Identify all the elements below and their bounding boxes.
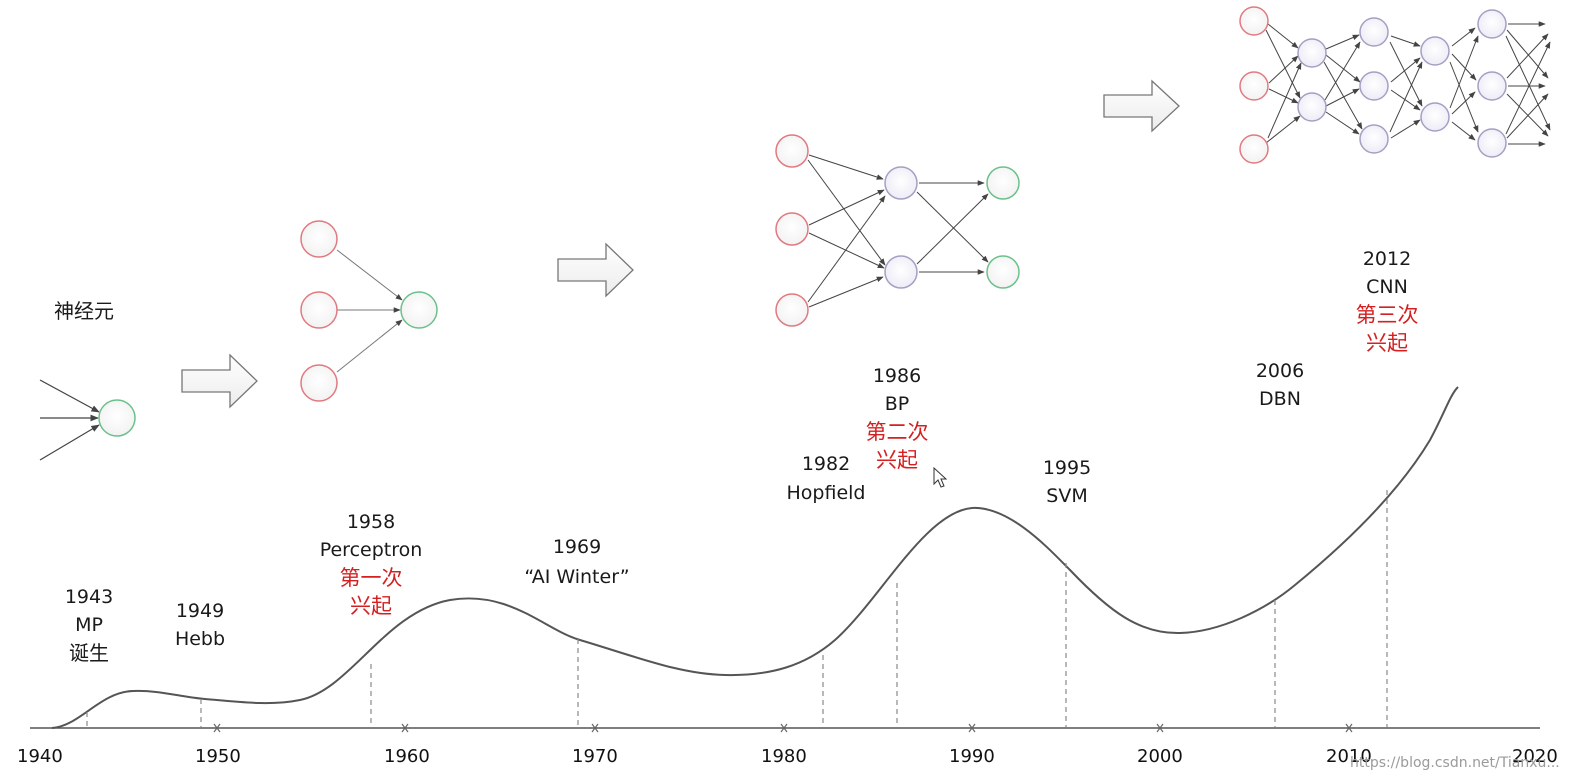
event-1969: 1969 “AI Winter” — [524, 536, 629, 588]
event-2012: 2012 CNN 第三次 兴起 — [1356, 248, 1419, 355]
event-year: 1943 — [65, 586, 113, 608]
perceptron-network — [300, 220, 438, 402]
axis-year-1960: 1960 — [384, 746, 430, 767]
axis-year-1940: 1940 — [17, 746, 63, 767]
event-year: 1958 — [347, 511, 395, 533]
event-name: Perceptron — [320, 539, 423, 561]
event-markers — [86, 490, 1388, 727]
mouse-cursor-icon — [933, 466, 948, 488]
progression-arrow-2 — [557, 242, 634, 298]
event-note-line1: 第二次 — [866, 420, 929, 444]
event-year: 1982 — [802, 453, 850, 475]
progression-arrow-3 — [1103, 79, 1180, 133]
event-note: 诞生 — [69, 641, 109, 665]
event-name: DBN — [1259, 388, 1301, 410]
event-year: 1969 — [553, 536, 601, 558]
axis-year-1950: 1950 — [195, 746, 241, 767]
axis-year-labels: 1940 1950 1960 1970 1980 1990 2000 2010 … — [17, 746, 1558, 767]
neuron-label: 神经元 — [54, 299, 114, 323]
event-name: SVM — [1046, 485, 1087, 507]
event-name: “AI Winter” — [524, 566, 629, 588]
single-neuron — [39, 379, 136, 461]
axis-year-2010: 2010 — [1326, 746, 1372, 767]
axis-tick-marks — [213, 723, 1353, 733]
event-1995: 1995 SVM — [1043, 457, 1091, 507]
axis-year-2020: 2020 — [1512, 746, 1558, 767]
deep-network-edges — [1265, 21, 1551, 147]
event-name: Hebb — [175, 628, 225, 650]
event-name: CNN — [1366, 276, 1408, 298]
axis-year-2000: 2000 — [1137, 746, 1183, 767]
event-name: Hopfield — [787, 482, 866, 504]
event-1986: 1986 BP 第二次 兴起 — [866, 365, 929, 472]
event-year: 2012 — [1363, 248, 1411, 270]
event-note-line1: 第三次 — [1356, 303, 1419, 327]
axis-year-1980: 1980 — [761, 746, 807, 767]
event-year: 1986 — [873, 365, 921, 387]
multilayer-nodes — [775, 134, 1020, 327]
history-curve — [51, 386, 1459, 729]
event-year: 2006 — [1256, 360, 1304, 382]
multilayer-network — [807, 154, 989, 308]
axis-year-1970: 1970 — [572, 746, 618, 767]
event-1982: 1982 Hopfield — [787, 453, 866, 504]
axis-year-1990: 1990 — [949, 746, 995, 767]
event-name: BP — [885, 393, 910, 415]
event-note-line2: 兴起 — [350, 594, 392, 618]
event-name: MP — [75, 614, 103, 636]
progression-arrow-1 — [181, 353, 258, 409]
event-year: 1949 — [176, 600, 224, 622]
event-1958: 1958 Perceptron 第一次 兴起 — [320, 511, 423, 618]
event-note-line1: 第一次 — [340, 566, 403, 590]
event-note-line2: 兴起 — [876, 448, 918, 472]
event-1949: 1949 Hebb — [175, 600, 225, 650]
event-year: 1995 — [1043, 457, 1091, 479]
event-1943: 1943 MP 诞生 — [65, 586, 113, 665]
deep-network-nodes — [1239, 6, 1507, 164]
event-note-line2: 兴起 — [1366, 331, 1408, 355]
watermark: https://blog.csdn.net/Tianxu... — [1350, 755, 1560, 771]
event-2006: 2006 DBN — [1256, 360, 1304, 410]
